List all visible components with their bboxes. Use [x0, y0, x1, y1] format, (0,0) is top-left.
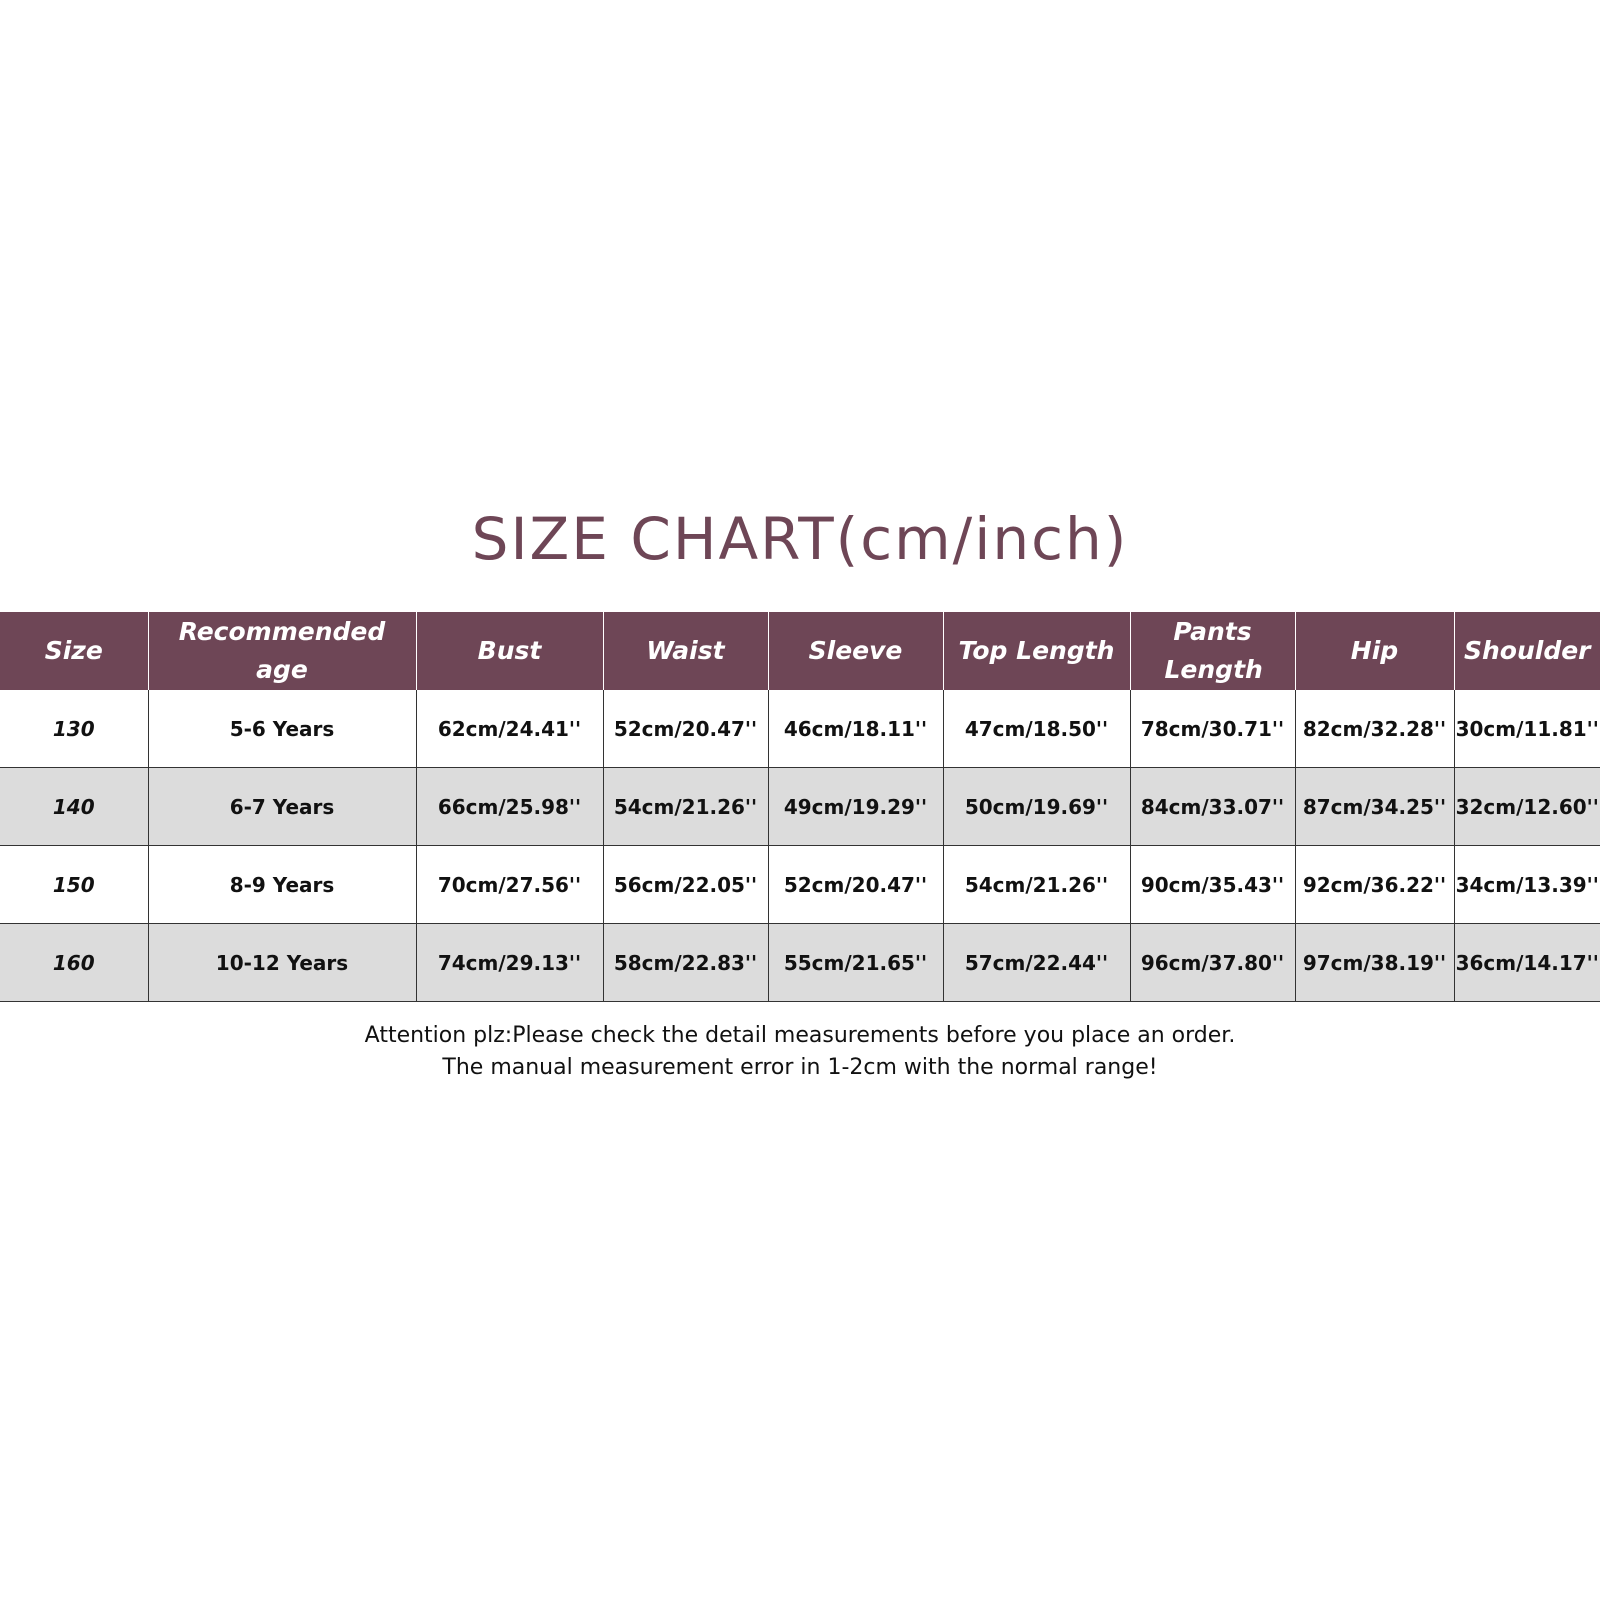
- title: SIZE CHART(cm/inch): [471, 505, 1129, 573]
- table-cell: 50cm/19.69'': [942, 767, 1130, 846]
- table-cell: 130: [0, 690, 148, 768]
- table-cell: 32cm/12.60'': [1453, 767, 1600, 846]
- table-cell: 5-6 Years: [147, 690, 416, 768]
- table-cell: 97cm/38.19'': [1294, 923, 1454, 1002]
- header-cell: Size: [0, 612, 148, 690]
- table-cell: 6-7 Years: [147, 767, 416, 846]
- table-cell: 54cm/21.26'': [602, 767, 768, 846]
- table-cell: 30cm/11.81'': [1453, 690, 1600, 768]
- table-cell: 52cm/20.47'': [602, 690, 768, 768]
- table-row: 140 6-7 Years 66cm/25.98'' 54cm/21.26'' 49cm…: [0, 767, 1600, 846]
- table-cell: 46cm/18.11'': [767, 690, 943, 768]
- header-cell: Sleeve: [767, 612, 943, 690]
- header-cell: Shoulder: [1453, 612, 1600, 690]
- table-cell: 49cm/19.29'': [767, 767, 943, 846]
- table-cell: 36cm/14.17'': [1453, 923, 1600, 1002]
- note: The manual measurement error in 1-2cm wi…: [442, 1055, 1158, 1080]
- header-cell: Waist: [602, 612, 768, 690]
- table-cell: 90cm/35.43'': [1129, 845, 1295, 924]
- header-cell: Hip: [1294, 612, 1454, 690]
- table-cell: 87cm/34.25'': [1294, 767, 1454, 846]
- table-cell: 10-12 Years: [147, 923, 416, 1002]
- table-row: 160 10-12 Years 74cm/29.13'' 58cm/22.83'' 55…: [0, 923, 1600, 1002]
- table-cell: 58cm/22.83'': [602, 923, 768, 1002]
- header-cell: Recommended age: [147, 612, 416, 690]
- table-cell: 74cm/29.13'': [415, 923, 603, 1002]
- table-cell: 78cm/30.71'': [1129, 690, 1295, 768]
- table-cell: 56cm/22.05'': [602, 845, 768, 924]
- table-cell: 54cm/21.26'': [942, 845, 1130, 924]
- table-row: 130 5-6 Years 62cm/24.41'' 52cm/20.47'' 46cm…: [0, 690, 1600, 768]
- table-cell: 70cm/27.56'': [415, 845, 603, 924]
- note: Attention plz:Please check the detail me…: [364, 1023, 1236, 1048]
- table-cell: 55cm/21.65'': [767, 923, 943, 1002]
- table-cell: 92cm/36.22'': [1294, 845, 1454, 924]
- size-table: Size Recommended age Bust Waist Sleeve Top Le…: [0, 612, 1600, 1002]
- table-cell: 160: [0, 923, 148, 1002]
- notes: Attention plz:Please check the detail me…: [0, 1020, 1600, 1084]
- table-cell: 150: [0, 845, 148, 924]
- table-cell: 57cm/22.44'': [942, 923, 1130, 1002]
- table-cell: 34cm/13.39'': [1453, 845, 1600, 924]
- table-cell: 47cm/18.50'': [942, 690, 1130, 768]
- header-cell: Bust: [415, 612, 603, 690]
- table-cell: 96cm/37.80'': [1129, 923, 1295, 1002]
- header-row: Size Recommended age Bust Waist Sleeve Top Le…: [0, 612, 1600, 690]
- table-cell: 62cm/24.41'': [415, 690, 603, 768]
- table-cell: 8-9 Years: [147, 845, 416, 924]
- table-cell: 66cm/25.98'': [415, 767, 603, 846]
- header-cell: Pants Length: [1129, 612, 1295, 690]
- table-cell: 82cm/32.28'': [1294, 690, 1454, 768]
- table-cell: 140: [0, 767, 148, 846]
- table-cell: 84cm/33.07'': [1129, 767, 1295, 846]
- header-cell: Top Length: [942, 612, 1130, 690]
- table-row: 150 8-9 Years 70cm/27.56'' 56cm/22.05'' 52cm…: [0, 845, 1600, 924]
- table-cell: 52cm/20.47'': [767, 845, 943, 924]
